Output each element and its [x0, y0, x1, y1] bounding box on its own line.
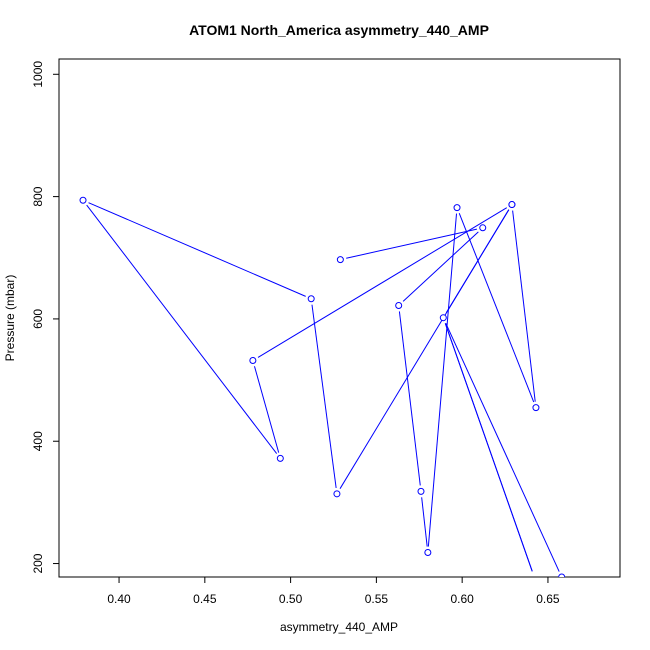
data-point — [479, 224, 487, 232]
data-point — [333, 490, 341, 498]
chart-title: ATOM1 North_America asymmetry_440_AMP — [189, 22, 489, 38]
series-segment — [444, 323, 533, 572]
y-tick-label: 600 — [31, 309, 45, 329]
y-tick-label: 400 — [31, 431, 45, 451]
x-axis-label: asymmetry_440_AMP — [280, 620, 398, 634]
y-axis: 200 400 600 800 1000 — [31, 61, 60, 574]
data-point — [276, 454, 284, 462]
series-segment — [427, 213, 458, 547]
x-axis: 0.40 0.45 0.50 0.55 0.60 0.65 — [107, 576, 560, 606]
series-segment — [254, 366, 280, 453]
series-segment — [421, 497, 428, 547]
data-point — [439, 314, 447, 322]
data-point — [395, 301, 403, 309]
series-segment — [311, 304, 337, 488]
y-tick-label: 200 — [31, 553, 45, 573]
data-point — [307, 295, 315, 303]
x-tick-label: 0.45 — [193, 592, 217, 606]
x-tick-label: 0.65 — [536, 592, 560, 606]
series-segment — [346, 228, 478, 259]
series-segment — [445, 209, 510, 313]
series-segment — [398, 311, 421, 486]
data-point — [424, 549, 432, 557]
data-point — [532, 404, 540, 412]
series-segment — [445, 322, 560, 572]
series-segment — [402, 231, 479, 302]
data-point — [558, 573, 566, 577]
series-segment — [86, 204, 278, 454]
x-tick-label: 0.60 — [450, 592, 474, 606]
series-segment — [88, 202, 306, 297]
series-segment — [458, 213, 535, 403]
plot-frame — [58, 58, 621, 578]
y-axis-label: Pressure (mbar) — [3, 275, 17, 362]
data-point — [508, 201, 516, 209]
series-segment — [257, 207, 508, 358]
data-point — [336, 256, 344, 264]
x-tick-label: 0.55 — [365, 592, 389, 606]
series-segment — [512, 210, 536, 402]
x-tick-label: 0.40 — [107, 592, 131, 606]
data-point — [453, 204, 461, 212]
y-tick-label: 800 — [31, 186, 45, 206]
series-group — [79, 196, 566, 577]
data-point — [417, 487, 425, 495]
x-tick-label: 0.50 — [279, 592, 303, 606]
y-tick-label: 1000 — [31, 61, 45, 88]
data-point — [79, 196, 87, 204]
data-point — [249, 357, 257, 365]
